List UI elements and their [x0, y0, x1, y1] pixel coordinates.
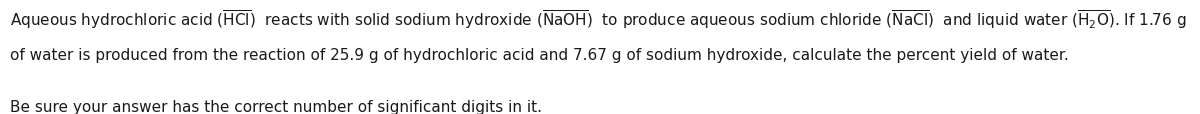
- Text: Aqueous hydrochloric acid $(\overline{\mathrm{HCl}})$  reacts with solid sodium : Aqueous hydrochloric acid $(\overline{\m…: [10, 8, 1187, 31]
- Text: of water is produced from the reaction of 25.9 g of hydrochloric acid and 7.67 g: of water is produced from the reaction o…: [10, 48, 1068, 63]
- Text: Be sure your answer has the correct number of significant digits in it.: Be sure your answer has the correct numb…: [10, 99, 541, 114]
